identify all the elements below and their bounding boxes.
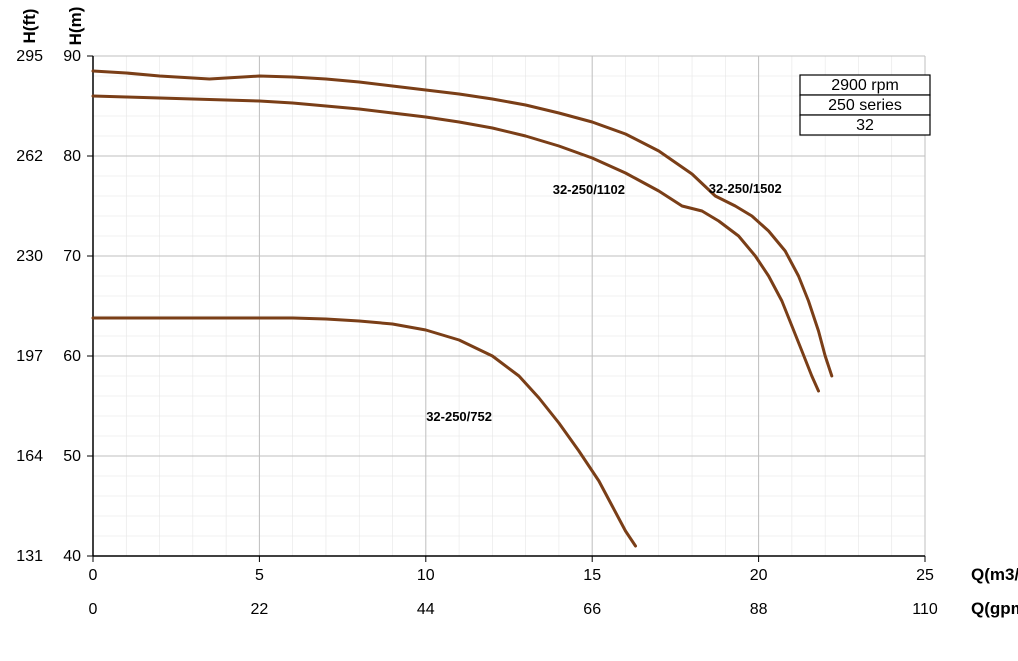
y2-tick: 197 [16,348,43,365]
x2-tick: 110 [912,601,938,618]
curve-label-32-250/1102: 32-250/1102 [553,182,625,197]
x1-tick: 15 [583,567,601,584]
legend-row: 32 [856,117,874,134]
x1-tick: 10 [417,567,435,584]
y2-title: H(ft) [20,9,39,44]
y1-tick: 40 [63,548,81,565]
y2-tick: 262 [16,148,43,165]
x1-tick: 20 [750,567,768,584]
legend-row: 2900 rpm [831,77,899,94]
x1-tick: 0 [89,567,98,584]
curve-label-32-250/752: 32-250/752 [426,409,492,424]
y2-tick: 131 [16,548,43,565]
y1-tick: 90 [63,48,81,65]
pump-chart: 32-250/1502 32-250/1102 32-250/752 0 5 10 15 20… [0,0,1018,661]
y2-tick: 230 [16,248,43,265]
y1-title: H(m) [66,7,85,46]
x2-tick: 0 [89,601,98,618]
chart-svg: 32-250/1502 32-250/1102 32-250/752 0 5 10 15 20… [0,0,1018,661]
y1-tick: 70 [63,248,81,265]
x1-tick: 5 [255,567,264,584]
legend-row: 250 series [828,97,902,114]
y2-tick: 164 [16,448,43,465]
x2-tick: 88 [750,601,768,618]
y2-tick: 295 [16,48,43,65]
y1-tick: 80 [63,148,81,165]
x1-title: Q(m3/h) [971,565,1018,584]
x2-tick: 44 [417,601,435,618]
x2-title: Q(gpm) [971,599,1018,618]
y1-tick: 60 [63,348,81,365]
curve-label-32-250/1502: 32-250/1502 [709,181,782,196]
x2-tick: 22 [251,601,269,618]
y1-tick: 50 [63,448,81,465]
x1-tick: 25 [916,567,934,584]
x2-tick: 66 [583,601,601,618]
